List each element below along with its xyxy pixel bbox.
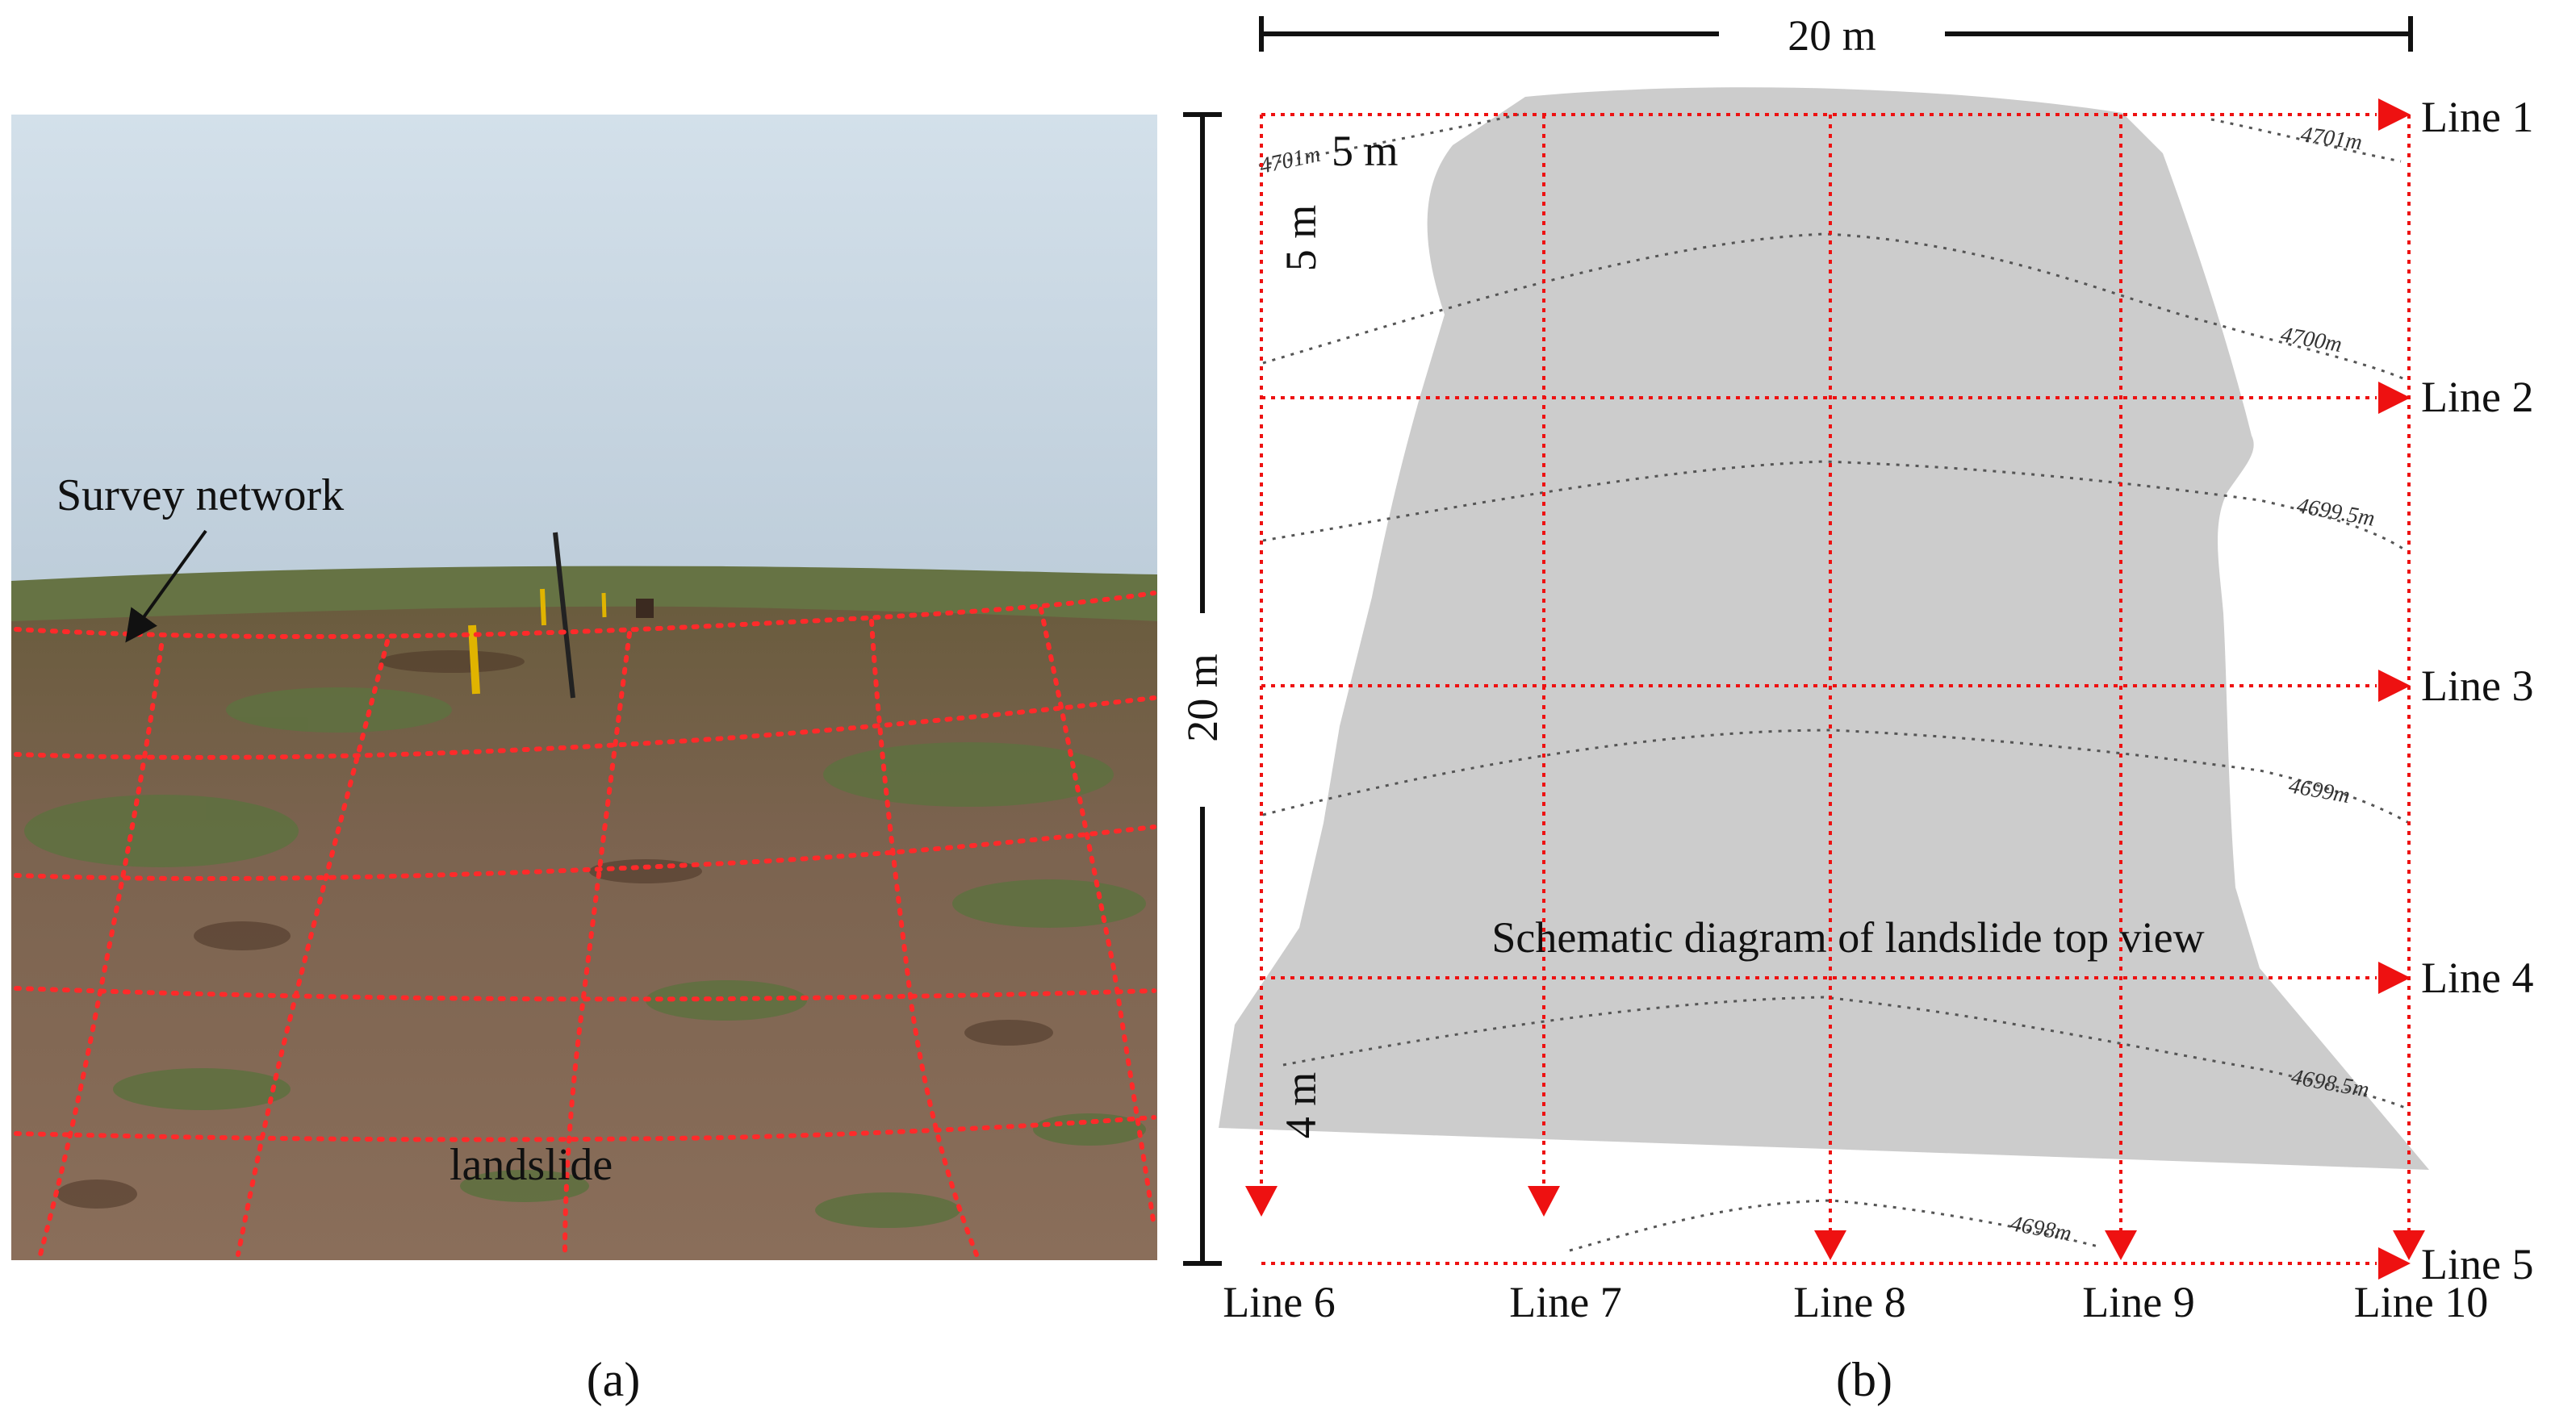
arrowhead-down [2393,1230,2425,1260]
bottom-spacing-label: 4 m [1277,1072,1325,1139]
panel-label-b: (b) [1836,1353,1892,1406]
landslide-area [1219,87,2429,1170]
line-label-7: Line 7 [1509,1278,1621,1326]
network-line [14,1115,1156,1142]
survey-pole [540,588,546,626]
horizontal-line-labels: Line 1 Line 2 Line 3 Line 4 Line 5 [2421,93,2533,1288]
grid-arrowheads [1245,98,2425,1280]
arrowhead-right [2378,962,2411,994]
survey-pole [553,532,575,699]
network-line [869,619,979,1257]
survey-grid [1260,113,2411,1265]
network-line [38,643,164,1257]
arrowhead-right [2378,382,2411,414]
contour-label-4700: 4700m [2279,322,2344,357]
panel-label-a: (a) [587,1353,641,1406]
survey-network-annotation: Survey network [56,470,344,520]
contour-line [1258,111,1526,167]
photo-grass-patches [24,687,1146,1228]
annotation-arrow [125,529,207,643]
width-label: 20 m [1788,11,1876,60]
network-line [14,986,1156,1002]
line-label-10: Line 10 [2354,1278,2488,1326]
line-label-8: Line 8 [1793,1278,1905,1326]
arrowhead-right [2378,98,2411,131]
contour-label-4701-left: 4701m [1257,142,1323,179]
line-label-2: Line 2 [2421,373,2533,421]
arrowhead-right [2378,1247,2411,1280]
contour-label-4701-right: 4701m [2299,122,2364,155]
survey-box [636,599,654,618]
photo-survey-network [14,591,1156,1257]
width-dimension [1259,16,2413,52]
line-label-6: Line 6 [1223,1278,1335,1326]
contour-label-4698: 4698m [2009,1211,2073,1246]
arrowhead-right [2378,670,2411,702]
contour-line [2210,118,2402,163]
network-line [1039,607,1156,1229]
arrowhead-down [1528,1186,1560,1217]
landslide-diagram: 4701m 4701m 4700m 4699.5m 4699m 4698.5m … [1178,11,2533,1326]
contour-line [1262,729,2410,825]
landslide-label: landslide [450,1140,613,1190]
network-line [236,639,390,1257]
diagram-title: Schematic diagram of landslide top view [1491,913,2204,962]
line-label-9: Line 9 [2082,1278,2194,1326]
network-line [14,695,1156,760]
grid-spacing-horizontal: 5 m [1332,127,1399,175]
contour-label-4699: 4699m [2287,773,2352,808]
network-line [14,825,1156,882]
line-label-1: Line 1 [2421,93,2533,141]
photo-mud-patches [56,650,1053,1209]
height-dimension [1183,112,1222,1266]
network-line [562,631,632,1257]
contour-label-4699-5: 4699.5m [2295,493,2377,531]
survey-poles [468,532,654,699]
arrowhead-down [1245,1186,1278,1217]
arrowhead-down [2105,1230,2137,1260]
arrowhead-down [1814,1230,1846,1260]
network-line [14,591,1156,640]
vertical-line-labels: Line 6 Line 7 Line 8 Line 9 Line 10 [1223,1278,2488,1326]
contour-line [1262,232,2406,381]
line-label-4: Line 4 [2421,954,2533,1002]
line-label-5: Line 5 [2421,1240,2533,1288]
survey-pole [468,624,480,695]
grid-spacing-vertical: 5 m [1277,205,1325,272]
line-label-3: Line 3 [2421,662,2533,710]
contour-lines [1258,111,2410,1252]
height-label: 20 m [1178,653,1227,742]
field-photo: Survey network landslide [11,115,1157,1260]
